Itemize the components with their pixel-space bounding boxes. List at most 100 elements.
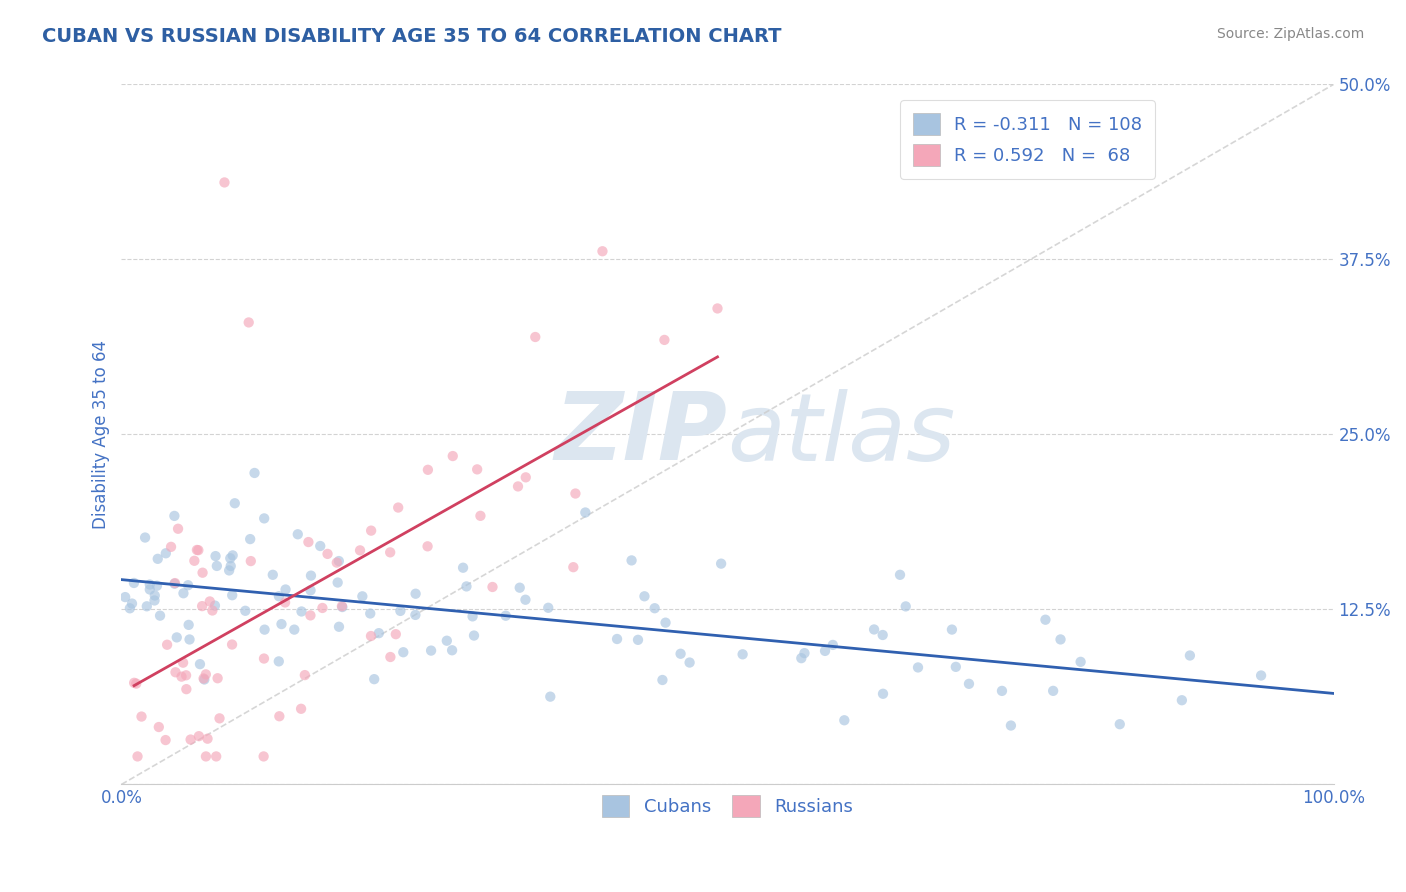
Point: [287, 527, 309, 541]
Point: [163, 576, 186, 591]
Point: [299, 583, 322, 598]
Point: [359, 607, 381, 621]
Point: [606, 632, 628, 646]
Point: [146, 551, 169, 566]
Point: [515, 470, 537, 484]
Point: [669, 647, 692, 661]
Point: [872, 628, 894, 642]
Point: [269, 709, 291, 723]
Point: [495, 608, 517, 623]
Point: [957, 677, 980, 691]
Point: [118, 601, 141, 615]
Point: [481, 580, 503, 594]
Point: [267, 654, 290, 668]
Point: [179, 632, 201, 647]
Point: [193, 672, 215, 686]
Point: [387, 500, 409, 515]
Point: [651, 673, 673, 687]
Point: [311, 601, 333, 615]
Point: [270, 617, 292, 632]
Point: [194, 667, 217, 681]
Point: [253, 511, 276, 525]
Point: [194, 749, 217, 764]
Point: [253, 623, 276, 637]
Point: [562, 560, 585, 574]
Point: [114, 590, 136, 604]
Point: [149, 608, 172, 623]
Point: [907, 660, 929, 674]
Point: [239, 532, 262, 546]
Point: [330, 600, 353, 615]
Text: atlas: atlas: [727, 389, 956, 480]
Point: [363, 672, 385, 686]
Point: [294, 668, 316, 682]
Point: [380, 545, 402, 559]
Point: [654, 615, 676, 630]
Point: [506, 479, 529, 493]
Point: [731, 648, 754, 662]
Point: [515, 592, 537, 607]
Point: [208, 711, 231, 725]
Point: [155, 546, 177, 560]
Point: [441, 643, 464, 657]
Point: [262, 567, 284, 582]
Point: [633, 589, 655, 603]
Point: [167, 522, 190, 536]
Point: [176, 682, 198, 697]
Point: [299, 568, 322, 582]
Point: [174, 668, 197, 682]
Point: [187, 543, 209, 558]
Point: [392, 645, 415, 659]
Point: [405, 587, 427, 601]
Point: [183, 554, 205, 568]
Point: [1042, 684, 1064, 698]
Point: [706, 301, 728, 316]
Point: [201, 603, 224, 617]
Point: [125, 676, 148, 690]
Point: [146, 579, 169, 593]
Point: [1250, 668, 1272, 682]
Point: [253, 749, 276, 764]
Point: [134, 531, 156, 545]
Point: [509, 581, 531, 595]
Legend: Cubans, Russians: Cubans, Russians: [595, 788, 860, 824]
Point: [538, 690, 561, 704]
Point: [404, 607, 426, 622]
Text: Source: ZipAtlas.com: Source: ZipAtlas.com: [1216, 27, 1364, 41]
Point: [330, 599, 353, 614]
Point: [172, 656, 194, 670]
Point: [224, 496, 246, 510]
Point: [591, 244, 613, 259]
Point: [644, 601, 666, 615]
Point: [131, 709, 153, 723]
Point: [205, 749, 228, 764]
Point: [1070, 655, 1092, 669]
Point: [283, 623, 305, 637]
Point: [326, 575, 349, 590]
Point: [465, 462, 488, 476]
Point: [654, 333, 676, 347]
Point: [197, 731, 219, 746]
Y-axis label: Disability Age 35 to 64: Disability Age 35 to 64: [93, 340, 110, 529]
Point: [299, 608, 322, 623]
Point: [461, 609, 484, 624]
Point: [834, 713, 856, 727]
Point: [564, 486, 586, 500]
Point: [328, 620, 350, 634]
Point: [297, 535, 319, 549]
Point: [309, 539, 332, 553]
Point: [470, 508, 492, 523]
Point: [463, 628, 485, 642]
Point: [160, 540, 183, 554]
Point: [416, 539, 439, 553]
Point: [274, 582, 297, 597]
Point: [122, 675, 145, 690]
Point: [894, 599, 917, 614]
Point: [219, 559, 242, 574]
Point: [380, 650, 402, 665]
Point: [620, 553, 643, 567]
Point: [678, 656, 700, 670]
Point: [121, 597, 143, 611]
Point: [456, 579, 478, 593]
Point: [1035, 613, 1057, 627]
